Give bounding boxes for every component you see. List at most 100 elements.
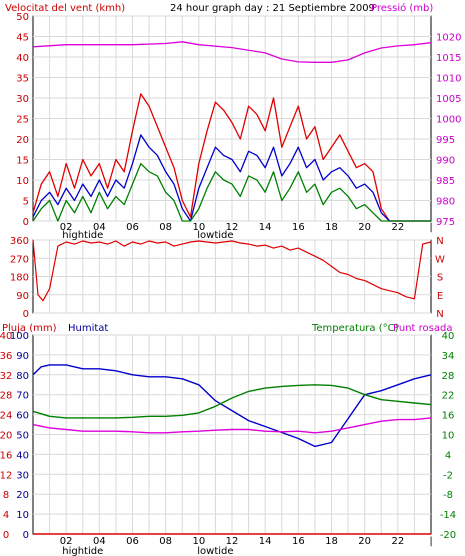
compass-label: S <box>437 273 443 284</box>
climate-x-tick-label: | <box>429 536 432 547</box>
temperature-y-tick-label: -20 <box>440 530 456 541</box>
climate-temperature-line <box>32 384 432 419</box>
wind-y-tick-label: 50 <box>16 12 29 23</box>
wind-x-tick-label: 16 <box>292 222 305 233</box>
humidity-y-tick-label: 100 <box>10 331 29 342</box>
pressure-axis-label: Pressió (mb) <box>371 2 433 14</box>
pressure-y-tick-label: 1015 <box>436 53 461 64</box>
humidity-legend-label: Humitat <box>68 323 108 334</box>
wind-y-tick-label: 10 <box>16 176 29 187</box>
climate-x-tick-label: 14 <box>259 536 272 547</box>
rain-y-tick-label: 8 <box>3 490 9 501</box>
direction-line <box>32 239 432 302</box>
wind-x-tick-label: 18 <box>325 222 338 233</box>
direction-y-tick-label: 90 <box>16 291 29 302</box>
temperature-y-tick-label: 34 <box>442 351 455 362</box>
humidity-y-tick-label: 20 <box>16 490 29 501</box>
wind-x-tick-label: 08 <box>159 222 172 233</box>
direction-y-tick-label: 360 <box>10 236 29 247</box>
rain-y-tick-label: 40 <box>0 331 12 342</box>
wind-x-tick-label: 20 <box>358 222 371 233</box>
temperature-y-tick-label: 28 <box>442 371 455 382</box>
wind-gust-line <box>32 93 431 222</box>
wind-y-tick-label: 15 <box>16 156 29 167</box>
pressure-y-tick-label: 1000 <box>436 115 461 126</box>
humidity-y-tick-label: 60 <box>16 411 29 422</box>
wind-y-tick-label: 45 <box>16 33 29 44</box>
humidity-y-tick-label: 50 <box>16 431 29 442</box>
wind-y-tick-label: 25 <box>16 115 29 126</box>
rain-axis-label: Pluja (mm) <box>2 323 57 334</box>
climate-tide-label: lowtide <box>197 546 233 556</box>
rain-y-tick-label: 16 <box>0 450 12 461</box>
climate-x-tick-label: 10 <box>192 536 205 547</box>
wind-x-tick-label: 14 <box>259 222 272 233</box>
compass-label: W <box>435 254 445 265</box>
direction-y-tick-label: 180 <box>10 273 29 284</box>
grid-layer <box>33 15 431 535</box>
climate-x-tick-label: 04 <box>93 536 106 547</box>
rain-y-tick-label: 4 <box>3 510 9 521</box>
temperature-y-tick-label: 10 <box>442 431 455 442</box>
wind-y-tick-label: 40 <box>16 53 29 64</box>
wind-y-tick-label: 30 <box>16 94 29 105</box>
rain-y-tick-label: 12 <box>0 470 12 481</box>
wind-y-tick-label: 20 <box>16 135 29 146</box>
wind-x-tick-label: 22 <box>391 222 404 233</box>
wind-tide-label: hightide <box>62 230 103 241</box>
climate-x-tick-label: 16 <box>292 536 305 547</box>
wind-average-line <box>32 134 431 222</box>
rain-y-tick-label: 32 <box>0 371 12 382</box>
humidity-y-tick-label: 0 <box>23 530 29 541</box>
rain-y-tick-label: 36 <box>0 351 12 362</box>
wind-x-tick-label: 02 <box>60 222 73 233</box>
wind-x-tick-label: 10 <box>192 222 205 233</box>
compass-label: N <box>436 309 443 320</box>
humidity-y-tick-label: 90 <box>16 351 29 362</box>
pressure-y-tick-label: 975 <box>436 217 455 228</box>
pressure-y-tick-label: 1010 <box>436 74 461 85</box>
temperature-y-tick-label: 22 <box>442 391 455 402</box>
humidity-y-tick-label: 10 <box>16 510 29 521</box>
temperature-y-tick-label: -2 <box>443 470 453 481</box>
chart-title: 24 hour graph day : 21 Septiembre 2009 <box>170 3 375 14</box>
wind-y-tick-label: 35 <box>16 74 29 85</box>
pressure-y-tick-label: 1020 <box>436 33 461 44</box>
climate-x-tick-label: 12 <box>226 536 239 547</box>
rain-y-tick-label: 24 <box>0 411 12 422</box>
pressure-y-tick-label: 980 <box>436 197 455 208</box>
wind-y-tick-label: 5 <box>23 197 29 208</box>
wind-minimum-line <box>32 162 431 222</box>
compass-label: E <box>437 291 443 302</box>
wind-axis-label: Velocitat del vent (kmh) <box>5 3 125 14</box>
wind-x-tick-label: 06 <box>126 222 139 233</box>
pressure-y-tick-label: 990 <box>436 156 455 167</box>
humidity-y-tick-label: 30 <box>16 470 29 481</box>
temperature-y-tick-label: 4 <box>445 450 451 461</box>
pressure-y-tick-label: 1005 <box>436 94 461 105</box>
wind-x-tick-label: 04 <box>93 222 106 233</box>
temperature-y-tick-label: 16 <box>442 411 455 422</box>
climate-x-tick-label: 20 <box>358 536 371 547</box>
dewpoint-legend-label: Punt rosada <box>393 323 452 334</box>
wind-pressure-line <box>32 41 432 63</box>
climate-x-tick-label: 22 <box>391 536 404 547</box>
wind-y-tick-label: 0 <box>23 217 29 228</box>
temperature-y-tick-label: -8 <box>443 490 453 501</box>
wind-x-tick-label: | <box>429 222 432 233</box>
rain-y-tick-label: 28 <box>0 391 12 402</box>
humidity-y-tick-label: 70 <box>16 391 29 402</box>
direction-y-tick-label: 0 <box>23 309 29 320</box>
compass-label: N <box>436 236 443 247</box>
climate-dewpoint-line <box>32 417 432 434</box>
pressure-y-tick-label: 995 <box>436 135 455 146</box>
climate-x-tick-label: 08 <box>159 536 172 547</box>
direction-y-tick-label: 270 <box>10 254 29 265</box>
temperature-y-tick-label: -14 <box>440 510 456 521</box>
pressure-y-tick-label: 985 <box>436 176 455 187</box>
series-layer <box>32 41 432 535</box>
climate-humidity-line <box>32 364 432 448</box>
wind-x-tick-label: 12 <box>226 222 239 233</box>
wind-tide-label: lowtide <box>197 230 233 241</box>
